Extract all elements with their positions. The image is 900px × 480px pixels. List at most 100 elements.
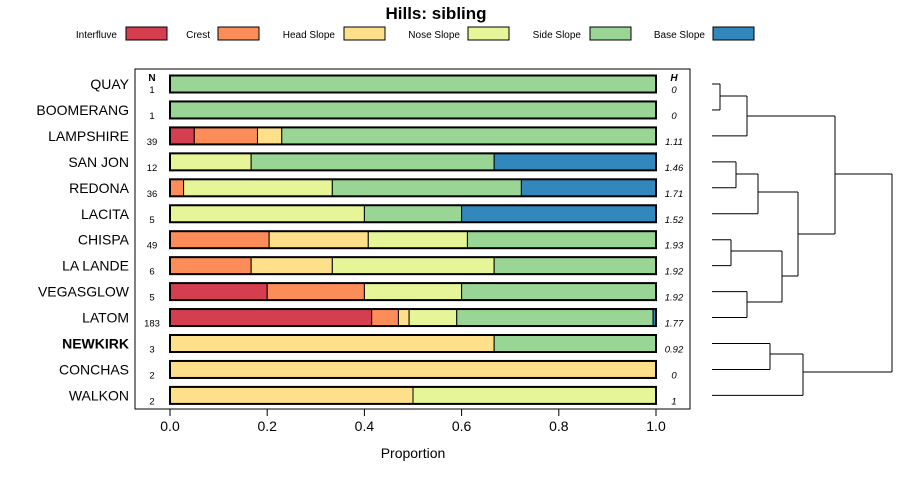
- h-value: 1: [671, 396, 676, 407]
- x-tick-label: 0.6: [452, 418, 472, 434]
- h-column: H 0 0 1.11 1.46 1.71 1.52 1.93 1.92 1.92 1.77 0.92…: [665, 73, 684, 407]
- n-value: 5: [149, 293, 154, 304]
- legend-swatch: [125, 26, 168, 41]
- bar-segment: [331, 256, 495, 275]
- bar-segment: [397, 308, 410, 327]
- row-label: NEWKIRK: [62, 336, 129, 352]
- chart-title: Hills: sibling: [385, 4, 486, 23]
- bar-outline: [169, 359, 657, 379]
- n-value: 183: [144, 319, 160, 330]
- bar-segment: [169, 75, 657, 93]
- h-value: 1.92: [665, 293, 684, 304]
- bar-outline: [169, 282, 657, 302]
- bar-segment: [371, 308, 399, 327]
- row-label: QUAY: [90, 76, 129, 92]
- row-label: SAN JON: [68, 154, 129, 170]
- bar-outline: [169, 74, 657, 94]
- bar-outline: [169, 256, 657, 276]
- bar-segment: [266, 282, 365, 301]
- x-tick-label: 1.0: [646, 418, 666, 434]
- h-value: 0: [671, 85, 677, 96]
- bar-outline: [169, 230, 657, 250]
- legend-swatch: [343, 26, 386, 41]
- bars: [169, 74, 657, 405]
- bar-segment: [363, 282, 463, 301]
- x-tick-label: 0.2: [257, 418, 277, 434]
- legend: Interfluve Crest Head Slope Nose Slope Side …: [76, 26, 755, 41]
- bar-segment: [169, 204, 365, 223]
- bar-segment: [268, 230, 369, 249]
- bar-segment: [461, 282, 657, 301]
- row-label: LATOM: [82, 310, 129, 326]
- bar-segment: [367, 230, 468, 249]
- n-value: 49: [147, 241, 158, 252]
- n-column: N 1 1 39 12 36 5 49 6 5 183 3 2 2: [144, 73, 160, 407]
- bar-segment: [169, 282, 268, 301]
- row-labels: QUAY BOOMERANG LAMPSHIRE SAN JON REDONA LACIT…: [36, 76, 129, 403]
- bar-segment: [183, 178, 333, 197]
- h-value: 1.92: [665, 267, 684, 278]
- bar-segment: [408, 308, 458, 327]
- n-value: 3: [149, 345, 154, 356]
- n-value: 2: [149, 396, 154, 407]
- bar-segment: [331, 178, 522, 197]
- legend-swatch: [589, 26, 632, 41]
- n-value: 1: [149, 111, 154, 122]
- bar-segment: [169, 178, 185, 197]
- n-value: 12: [147, 163, 158, 174]
- bar-segment: [250, 152, 495, 171]
- h-header: H: [670, 73, 678, 84]
- bar-segment: [169, 100, 657, 119]
- plot-frame: [134, 68, 691, 410]
- h-value: 1.77: [665, 319, 684, 330]
- bar-segment: [193, 126, 258, 145]
- bar-segment: [412, 386, 657, 405]
- bar-outline: [169, 204, 657, 224]
- bar-segment: [493, 334, 657, 353]
- row-label: VEGASGLOW: [38, 284, 130, 300]
- row-label: BOOMERANG: [36, 102, 129, 118]
- legend-label: Side Slope: [533, 30, 582, 41]
- h-value: 1.46: [665, 163, 684, 174]
- h-value: 1.71: [665, 189, 684, 200]
- dendrogram: [712, 83, 893, 396]
- bar-segment: [169, 126, 195, 145]
- h-value: 1.11: [665, 137, 683, 148]
- bar-outline: [169, 178, 657, 198]
- legend-label: Nose Slope: [408, 30, 460, 41]
- x-tick-label: 0.4: [355, 418, 375, 434]
- bar-segment: [466, 230, 657, 249]
- row-label: CHISPA: [78, 232, 130, 248]
- legend-label: Base Slope: [654, 30, 706, 41]
- n-value: 36: [147, 189, 158, 200]
- legend-label: Crest: [186, 30, 210, 41]
- h-value: 1.52: [665, 215, 684, 226]
- n-header: N: [148, 73, 155, 84]
- bar-outline: [169, 334, 657, 353]
- bar-segment: [493, 152, 657, 171]
- bar-segment: [169, 152, 252, 171]
- bar-segment: [169, 386, 414, 405]
- bar-segment: [256, 126, 283, 145]
- x-tick-label: 0.8: [549, 418, 569, 434]
- h-value: 0.92: [665, 345, 684, 356]
- n-value: 2: [149, 370, 154, 381]
- legend-swatch: [712, 26, 755, 41]
- bar-outline: [169, 385, 657, 405]
- x-axis-label: Proportion: [381, 445, 446, 461]
- bar-segment: [520, 178, 657, 197]
- row-label: LACITA: [81, 206, 130, 222]
- x-tick-label: 0.0: [160, 418, 180, 434]
- legend-swatch: [217, 26, 260, 41]
- bar-segment: [250, 256, 333, 275]
- h-value: 0: [671, 111, 677, 122]
- n-value: 39: [147, 137, 158, 148]
- row-label: LA LANDE: [62, 258, 129, 274]
- bar-segment: [281, 126, 657, 145]
- legend-label: Interfluve: [76, 30, 118, 41]
- bar-outline: [169, 152, 657, 172]
- n-value: 6: [149, 267, 154, 278]
- h-value: 1.93: [665, 241, 684, 252]
- row-label: REDONA: [69, 180, 130, 196]
- h-value: 0: [671, 370, 677, 381]
